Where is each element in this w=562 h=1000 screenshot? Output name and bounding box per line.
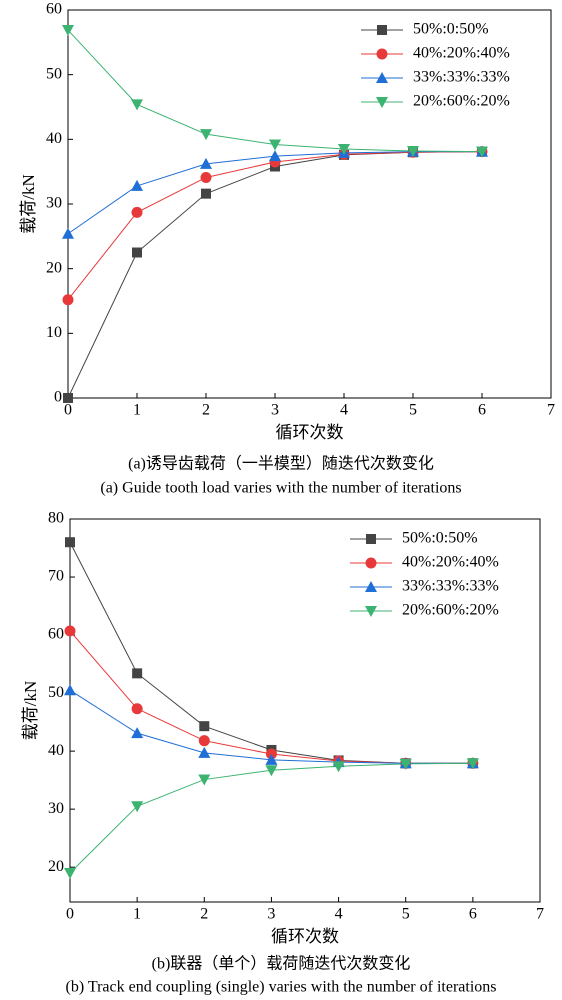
plot-frame <box>69 518 541 903</box>
series-line <box>67 151 483 399</box>
y-tick-label: 30 <box>46 195 62 212</box>
marker <box>64 867 76 879</box>
y-tick-label: 50 <box>48 684 64 701</box>
marker <box>269 150 281 162</box>
x-tick-label: 6 <box>469 906 477 923</box>
marker <box>200 157 212 169</box>
legend-label: 50%:0:50% <box>413 21 489 38</box>
x-axis-label: 循环次数 <box>271 927 339 946</box>
x-tick-label: 0 <box>66 906 74 923</box>
legend-marker <box>365 557 377 569</box>
x-tick-label: 6 <box>478 402 486 419</box>
y-tick-label: 40 <box>46 130 62 147</box>
marker <box>132 247 142 258</box>
y-tick-label: 50 <box>46 65 62 82</box>
y-tick-label: 20 <box>46 259 62 276</box>
marker <box>131 703 143 715</box>
marker <box>198 774 211 786</box>
marker <box>265 753 278 765</box>
marker <box>198 746 211 758</box>
y-tick-label: 0 <box>54 389 62 406</box>
y-tick-label: 70 <box>48 568 64 585</box>
marker <box>269 139 281 151</box>
marker <box>265 765 278 777</box>
marker <box>65 537 75 548</box>
caption-cn: (b)联器（单个）载荷随迭代次数变化 <box>152 955 411 973</box>
legend-label: 40%:20%:40% <box>402 554 499 571</box>
marker <box>63 393 73 403</box>
marker <box>199 721 210 732</box>
series-line <box>69 762 473 874</box>
legend-marker <box>365 581 377 592</box>
y-axis-label: 载荷/kN <box>21 681 40 741</box>
y-tick-label: 80 <box>48 510 64 527</box>
legend-label: 40%:20%:40% <box>413 45 510 62</box>
series-line <box>69 541 473 764</box>
x-tick-label: 4 <box>335 906 343 923</box>
y-tick-label: 10 <box>46 324 62 341</box>
marker <box>399 758 412 770</box>
y-tick-label: 60 <box>48 626 64 643</box>
legend-marker <box>376 72 388 83</box>
marker <box>201 188 211 199</box>
legend-marker <box>366 534 376 544</box>
x-tick-label: 3 <box>271 402 279 419</box>
x-tick-label: 0 <box>64 402 72 419</box>
legend-marker <box>365 606 377 617</box>
x-tick-label: 1 <box>133 906 141 923</box>
legend-marker <box>377 25 387 35</box>
legend-label: 50%:0:50% <box>402 530 478 547</box>
marker <box>338 144 350 156</box>
marker <box>198 735 210 747</box>
y-axis-label: 载荷/kN <box>19 174 38 234</box>
legend-label: 33%:33%:33% <box>402 578 499 595</box>
legend-label: 20%:60%:20% <box>413 93 510 110</box>
series-line <box>69 630 473 764</box>
x-tick-label: 3 <box>267 906 275 923</box>
marker <box>131 727 144 739</box>
caption-en: (a) Guide tooth load varies with the num… <box>100 480 461 497</box>
marker <box>131 99 143 111</box>
x-tick-label: 5 <box>402 906 410 923</box>
x-tick-label: 5 <box>409 402 417 419</box>
marker <box>64 684 76 696</box>
marker <box>132 668 143 679</box>
legend-label: 20%:60%:20% <box>402 602 499 619</box>
x-tick-label: 1 <box>133 402 141 419</box>
y-tick-label: 60 <box>46 1 62 18</box>
marker <box>131 801 144 813</box>
marker <box>62 294 74 306</box>
y-tick-label: 40 <box>48 742 64 759</box>
x-tick-label: 7 <box>547 402 555 419</box>
marker <box>131 206 143 218</box>
x-axis-label: 循环次数 <box>276 423 344 442</box>
caption-cn: (a)诱导齿载荷（一半模型）随迭代次数变化 <box>128 455 434 473</box>
marker <box>476 146 488 158</box>
x-tick-label: 4 <box>340 402 348 419</box>
marker <box>64 625 76 637</box>
legend-marker <box>376 97 388 108</box>
x-tick-label: 2 <box>200 906 208 923</box>
marker <box>62 227 74 239</box>
legend-label: 33%:33%:33% <box>413 69 510 86</box>
marker <box>466 758 479 770</box>
x-tick-label: 2 <box>202 402 210 419</box>
marker <box>62 25 74 37</box>
marker <box>407 145 419 157</box>
x-tick-label: 7 <box>536 906 544 923</box>
series-line <box>67 151 483 301</box>
marker <box>131 179 143 191</box>
marker <box>200 171 212 183</box>
marker <box>332 761 345 773</box>
marker <box>200 129 212 141</box>
y-tick-label: 20 <box>48 858 64 875</box>
legend-marker <box>376 48 388 60</box>
caption-en: (b) Track end coupling (single) varies w… <box>65 979 496 996</box>
y-tick-label: 30 <box>48 800 64 817</box>
